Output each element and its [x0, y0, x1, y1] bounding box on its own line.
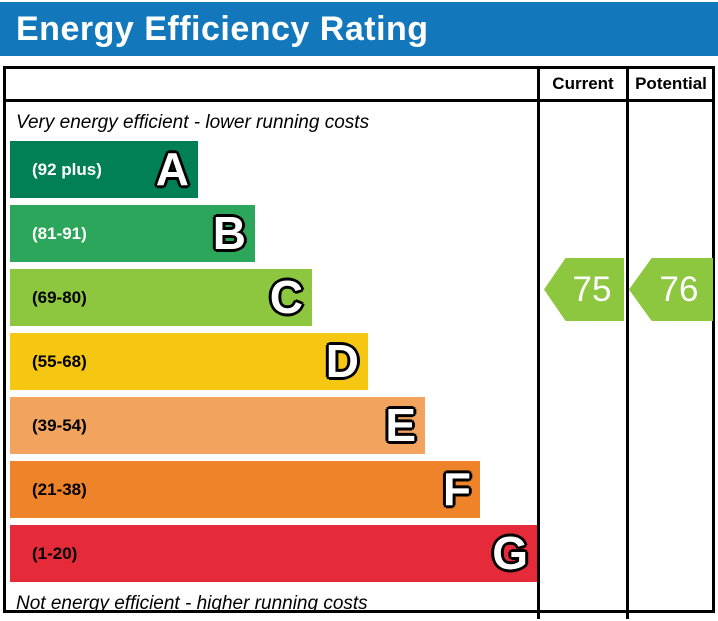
band-e-letter: E: [385, 399, 416, 451]
potential-rating-value: 76: [659, 269, 699, 309]
potential-column: 76: [626, 102, 713, 619]
header-cell-potential: Potential: [626, 69, 713, 102]
current-rating-value: 75: [572, 269, 612, 309]
band-e: (39-54) E: [10, 397, 425, 454]
band-f-range: (21-38): [32, 479, 87, 499]
band-g: (1-20) G: [10, 525, 537, 582]
band-a-range: (92 plus): [32, 159, 102, 179]
band-c-range: (69-80): [32, 287, 87, 307]
band-d-range: (55-68): [32, 351, 87, 371]
current-rating-arrow: 75: [544, 258, 624, 321]
header-cell-empty: [6, 69, 537, 102]
band-a-letter: A: [155, 143, 189, 195]
rating-table: Current Potential Very energy efficient …: [3, 66, 715, 619]
top-caption: Very energy efficient - lower running co…: [16, 112, 370, 133]
band-d-letter: D: [325, 335, 359, 387]
band-g-letter: G: [492, 527, 528, 579]
band-d: (55-68) D: [10, 333, 368, 390]
rating-bands-column: Very energy efficient - lower running co…: [6, 102, 537, 619]
header-cell-current: Current: [537, 69, 626, 102]
band-b: (81-91) B: [10, 205, 255, 262]
potential-rating-arrow: 76: [629, 258, 713, 321]
band-c: (69-80) C: [10, 269, 312, 326]
page-title: Energy Efficiency Rating: [16, 9, 429, 48]
band-b-range: (81-91): [32, 223, 87, 243]
band-a: (92 plus) A: [10, 141, 198, 198]
title-banner: Energy Efficiency Rating: [0, 2, 718, 56]
band-e-range: (39-54): [32, 415, 87, 435]
current-column: 75: [537, 102, 626, 619]
band-b-letter: B: [212, 207, 246, 259]
band-f-letter: F: [442, 463, 471, 515]
band-g-range: (1-20): [32, 543, 78, 563]
bottom-caption: Not energy efficient - higher running co…: [16, 593, 368, 614]
band-f: (21-38) F: [10, 461, 480, 518]
band-c-letter: C: [269, 271, 303, 323]
